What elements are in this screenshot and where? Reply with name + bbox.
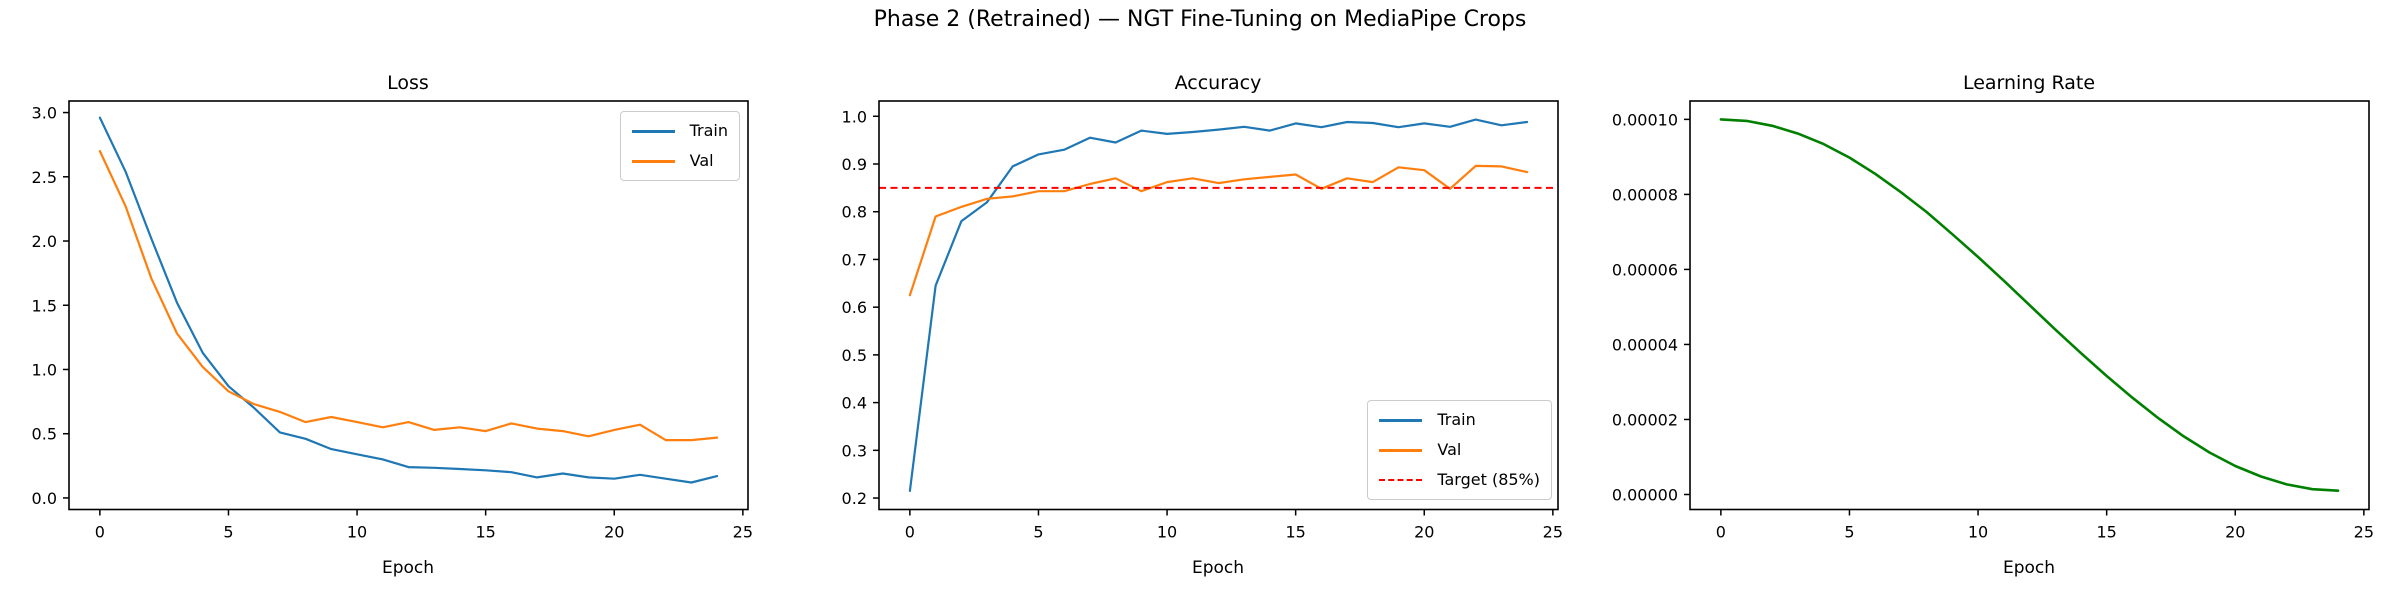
y-tick-label: 0.00000 [1612,485,1678,504]
x-tick-label: 10 [1157,523,1177,542]
legend-label: Train [689,121,728,140]
y-tick-label: 1.5 [32,296,57,315]
x-tick-label: 5 [223,523,233,542]
x-tick-label: 25 [2354,523,2374,542]
chart-title-accuracy: Accuracy [1174,72,1262,94]
x-tick-label: 20 [1414,523,1434,542]
legend-line-sample [1379,448,1423,452]
x-tick-label: 0 [1716,523,1726,542]
y-tick-label: 0.8 [842,203,867,222]
legend-line-sample [631,129,675,133]
xlabel-learning-rate: Epoch [2002,558,2056,578]
x-tick-label: 15 [1285,523,1305,542]
xlabel-accuracy: Epoch [1191,558,1245,578]
y-tick-label: 2.0 [32,232,57,251]
y-tick-label: 0.9 [842,155,867,174]
x-tick-label: 15 [2096,523,2116,542]
x-tick-label: 5 [1844,523,1854,542]
legend-label: Target (85%) [1437,470,1540,489]
legend-line-sample [1379,418,1423,422]
train-line [98,116,719,484]
x-tick-label: 25 [733,523,753,542]
x-tick-label: 25 [1543,523,1563,542]
y-tick-label: 0.00002 [1612,410,1678,429]
y-tick-label: 0.5 [842,346,867,365]
figure-title: Phase 2 (Retrained) — NGT Fine-Tuning on… [873,7,1527,32]
y-tick-label: 1.0 [842,107,867,126]
y-tick-label: 0.3 [842,441,867,460]
legend-loss: Train Val [619,111,740,181]
legend-line-sample [631,159,675,163]
legend-line-sample [1379,479,1423,481]
train-line [908,118,1529,492]
y-tick-label: 0.0 [32,489,57,508]
legend-label: Val [1437,440,1462,459]
y-tick-label: 0.00004 [1612,335,1678,354]
y-tick-label: 2.5 [32,168,57,187]
y-tick-label: 0.7 [842,250,867,269]
x-tick-label: 10 [1968,523,1988,542]
x-tick-label: 5 [1033,523,1043,542]
legend-accuracy: Train Val Target (85%) [1367,400,1552,500]
y-tick-label: 0.5 [32,425,57,444]
axes-spine [1689,100,2370,511]
xlabel-loss: Epoch [381,558,435,578]
legend-entry: Train [1379,409,1540,431]
x-tick-label: 15 [475,523,495,542]
chart-title-loss: Loss [387,72,429,94]
x-tick-label: 0 [95,523,105,542]
val-line [908,164,1529,297]
y-tick-label: 0.00010 [1612,110,1678,129]
legend-entry: Val [631,150,728,172]
legend-entry: Train [631,120,728,142]
x-tick-label: 10 [347,523,367,542]
axes-spine [878,100,1559,511]
axes-spine [68,100,749,511]
lr-line [1719,118,2340,493]
y-tick-label: 3.0 [32,104,57,123]
legend-label: Train [1437,410,1476,429]
x-tick-label: 20 [2225,523,2245,542]
legend-label: Val [689,151,714,170]
y-tick-label: 0.00008 [1612,185,1678,204]
legend-entry: Val [1379,439,1540,461]
y-tick-label: 0.6 [842,298,867,317]
x-tick-label: 0 [905,523,915,542]
y-tick-label: 0.2 [842,489,867,508]
val-line [98,150,719,442]
x-tick-label: 20 [604,523,624,542]
y-tick-label: 0.00006 [1612,260,1678,279]
legend-entry: Target (85%) [1379,469,1540,491]
y-tick-label: 1.0 [32,360,57,379]
y-tick-label: 0.4 [842,394,867,413]
chart-title-learning-rate: Learning Rate [1962,72,2096,94]
